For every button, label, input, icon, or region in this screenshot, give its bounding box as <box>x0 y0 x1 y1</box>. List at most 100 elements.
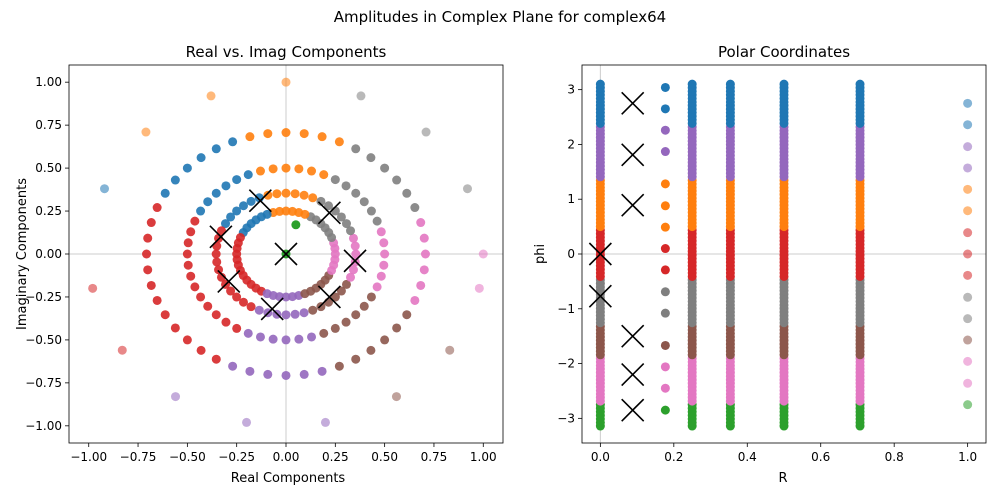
real-imag-point <box>316 196 326 206</box>
polar-plot: 0.0 0.2 0.4 0.6 0.8 1.0 −3 −2 −1 0 1 2 3 Polar Coord… <box>533 43 987 486</box>
real-imag-point <box>232 175 242 185</box>
real-imag-point <box>416 218 426 228</box>
polar-x-marker-stroke-b <box>621 193 645 217</box>
real-imag-point <box>330 292 340 302</box>
polar-ytick-label: −2 <box>557 357 575 371</box>
polar-sparse-point <box>660 340 670 350</box>
polar-sparse-point <box>660 104 670 114</box>
polar-sparse-point <box>660 383 670 393</box>
real-imag-xtick-label: 0.25 <box>322 450 349 464</box>
real-imag-point <box>402 188 412 198</box>
real-imag-point <box>366 292 376 302</box>
real-imag-x-marker-stroke-b <box>317 201 341 225</box>
real-imag-point <box>346 226 356 236</box>
polar-x-marker <box>588 242 612 266</box>
polar-x-marker <box>621 324 645 348</box>
real-imag-ytick-label: 0.25 <box>35 204 62 218</box>
real-imag-point <box>308 305 318 315</box>
real-imag-point <box>341 317 351 327</box>
real-imag-point <box>152 203 162 213</box>
polar-sparse-point <box>963 292 973 302</box>
real-imag-point <box>228 361 238 371</box>
polar-x-marker <box>588 284 612 308</box>
real-imag-ylabel: Imaginary Components <box>15 178 30 330</box>
polar-marks <box>582 65 986 443</box>
real-imag-point <box>246 196 256 206</box>
real-imag-point <box>392 175 402 185</box>
real-imag-point <box>334 137 344 147</box>
polar-sparse-point <box>660 82 670 92</box>
real-imag-x-marker <box>248 189 272 213</box>
real-imag-point <box>317 366 327 376</box>
real-imag-x-marker-stroke-b <box>343 249 367 273</box>
real-imag-ytick-label: 0.75 <box>35 118 62 132</box>
real-imag-xtick-label: 0.75 <box>421 450 448 464</box>
real-imag-point <box>330 255 340 265</box>
real-imag-point <box>212 241 222 251</box>
real-imag-outer-point <box>445 345 455 355</box>
real-imag-point <box>226 286 236 296</box>
polar-sparse-point <box>963 335 973 345</box>
real-imag-point <box>281 370 291 380</box>
real-imag-point <box>182 335 192 345</box>
real-imag-point <box>380 249 390 259</box>
real-imag-ytick-label: 0.50 <box>35 161 62 175</box>
polar-ytick-label: −3 <box>557 411 575 425</box>
real-imag-point <box>245 132 255 142</box>
real-imag-point <box>211 188 221 198</box>
real-imag-point <box>281 206 291 216</box>
real-imag-point <box>216 272 226 282</box>
real-imag-ytick-label: −0.75 <box>25 376 62 390</box>
polar-sparse-point <box>660 125 670 135</box>
polar-sparse-point <box>963 400 973 410</box>
real-imag-point <box>190 282 200 292</box>
real-imag-point <box>263 369 273 379</box>
real-imag-point <box>186 227 196 237</box>
polar-xtick-label: 0.6 <box>811 450 830 464</box>
real-imag-point <box>372 216 382 226</box>
real-imag-point <box>348 265 358 275</box>
polar-x-marker-stroke-b <box>621 91 645 115</box>
polar-x-marker <box>621 362 645 387</box>
polar-x-marker-stroke-b <box>588 242 612 266</box>
real-imag-outer-point <box>171 392 181 402</box>
real-imag-x-marker <box>274 242 298 266</box>
real-imag-point <box>196 206 206 216</box>
real-imag-xtick-label: −0.25 <box>218 450 255 464</box>
real-imag-point <box>416 280 426 290</box>
real-imag-point <box>334 361 344 371</box>
real-imag-point <box>268 334 278 344</box>
real-imag-point <box>299 308 309 318</box>
real-imag-xtick-label: −1.00 <box>70 450 107 464</box>
polar-ytick-label: 3 <box>567 83 575 97</box>
polar-ytick-label: 2 <box>567 137 575 151</box>
real-imag-point <box>186 271 196 281</box>
real-imag-marks <box>69 65 503 443</box>
real-imag-point <box>281 163 291 173</box>
real-imag-point <box>324 201 334 211</box>
polar-ytick-label: 1 <box>567 192 575 206</box>
real-imag-title: Real vs. Imag Components <box>186 43 387 61</box>
polar-x-marker-stroke-b <box>621 324 645 348</box>
real-imag-x-marker <box>317 201 341 225</box>
real-imag-x-marker <box>217 269 241 294</box>
polar-sparse-point <box>963 120 973 130</box>
polar-sparse-point <box>660 405 670 415</box>
real-imag-point <box>351 310 361 320</box>
real-imag-point <box>290 189 300 199</box>
polar-title: Polar Coordinates <box>718 43 850 61</box>
real-imag-point <box>232 323 242 333</box>
real-imag-point <box>190 216 200 226</box>
real-imag-point <box>281 188 291 198</box>
polar-sparse-point <box>963 270 973 280</box>
polar-point <box>595 79 605 89</box>
real-imag-point <box>238 201 248 211</box>
real-imag-outer-point <box>421 127 431 137</box>
real-imag-point <box>232 206 242 216</box>
real-imag-point <box>392 323 402 333</box>
real-imag-x-marker-stroke-b <box>274 242 298 266</box>
real-imag-point <box>351 144 361 154</box>
real-imag-point <box>330 175 340 185</box>
real-imag-point <box>336 212 346 222</box>
